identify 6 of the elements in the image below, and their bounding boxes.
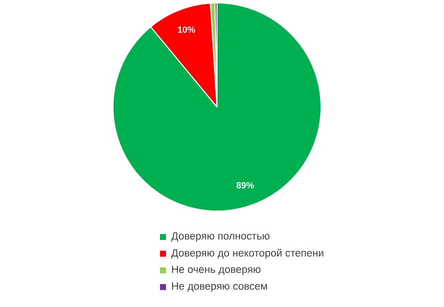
legend-label: Доверяю полностью bbox=[171, 232, 270, 242]
data-label: 89% bbox=[236, 182, 254, 188]
legend-label: Доверяю до некоторой степени bbox=[171, 248, 324, 259]
data-label: 10% bbox=[178, 26, 196, 33]
legend-label: Не очень доверяю bbox=[172, 266, 260, 276]
legend-label: Не доверяю совсем bbox=[172, 282, 267, 292]
